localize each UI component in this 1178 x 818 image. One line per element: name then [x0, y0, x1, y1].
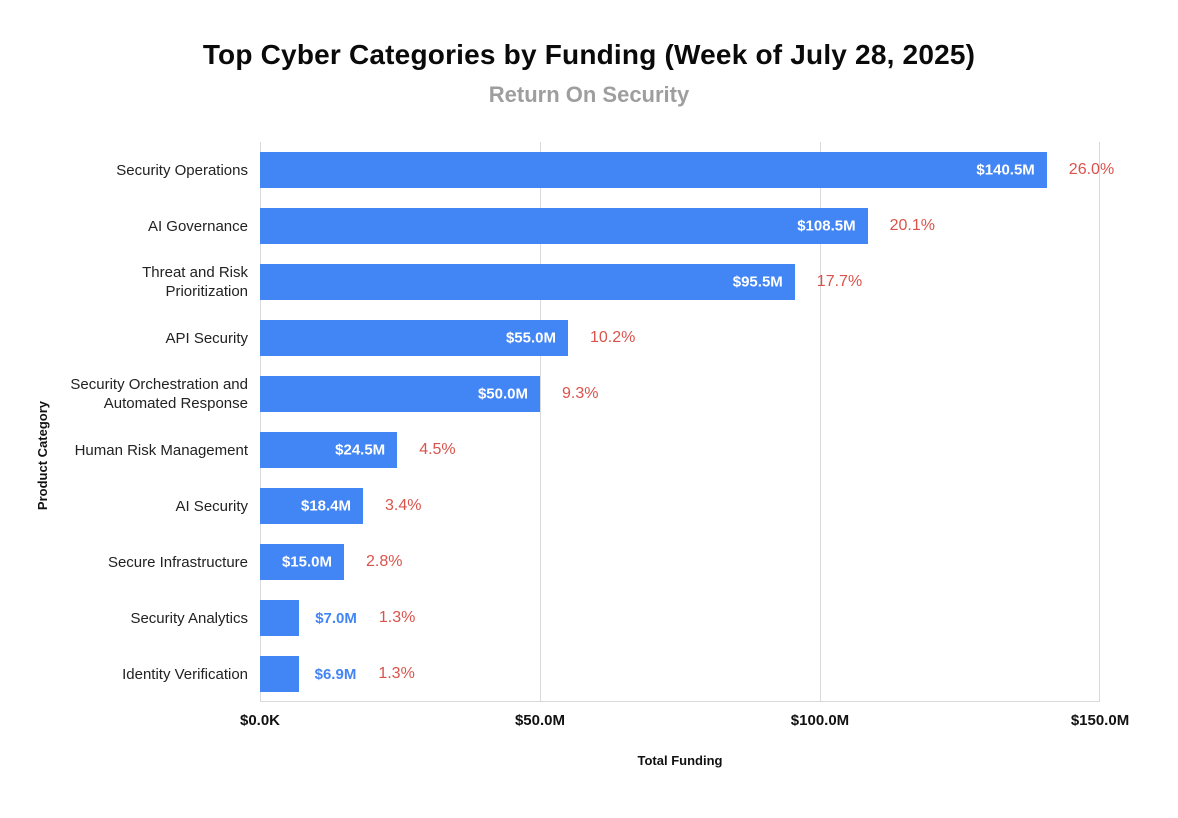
plot-area: Security Operations $140.5M 26.0% AI Govern… — [60, 142, 1114, 702]
value-label: $18.4M — [300, 497, 352, 515]
chart-row: AI Governance $108.5M 20.1% — [60, 198, 1100, 254]
bar: $55.0M — [260, 320, 568, 356]
percent-label: 9.3% — [561, 385, 599, 402]
chart-row: Security Orchestration and Automated Res… — [60, 366, 1100, 422]
gridline — [539, 142, 541, 701]
chart-body: Product Category Security Operations $140… — [0, 142, 1178, 770]
bar-track: $24.5M 4.5% — [260, 422, 1100, 478]
gridline — [819, 142, 821, 701]
bar: $140.5M — [260, 152, 1047, 188]
bar-track: $7.0M 1.3% — [260, 590, 1100, 646]
category-label: Security Operations — [116, 161, 248, 179]
bar-track: $6.9M 1.3% — [260, 646, 1100, 702]
chart-row: Threat and Risk Prioritization $95.5M 17.7… — [60, 254, 1100, 310]
bar: $15.0M — [260, 544, 344, 580]
category-label: Security Analytics — [130, 609, 248, 627]
gridline — [260, 142, 261, 701]
plot-column: Security Operations $140.5M 26.0% AI Govern… — [60, 142, 1129, 770]
value-label: $50.0M — [477, 385, 528, 403]
bar — [260, 656, 299, 692]
chart-row: API Security $55.0M 10.2% — [60, 310, 1100, 366]
chart-title: Top Cyber Categories by Funding (Week of… — [202, 39, 976, 70]
chart-row: Identity Verification $6.9M 1.3% — [60, 646, 1100, 702]
percent-label: 3.4% — [385, 497, 422, 514]
percent-label: 26.0% — [1068, 161, 1115, 178]
value-label: $55.0M — [505, 329, 556, 347]
y-axis-title-column: Product Category — [24, 142, 60, 770]
x-tick-label: $0.0K — [239, 712, 281, 729]
x-axis-ticks: $0.0K $50.0M $100.0M $150.0M — [240, 702, 1129, 736]
bar: $24.5M — [260, 432, 398, 468]
x-tick-label: $50.0M — [514, 712, 566, 729]
category-label: AI Security — [175, 497, 248, 515]
bar-track: $95.5M 17.7% — [260, 254, 1100, 310]
chart-row: Secure Infrastructure $15.0M 2.8% — [60, 534, 1100, 590]
bar-track: $15.0M 2.8% — [260, 534, 1100, 590]
percent-label: 2.8% — [366, 553, 403, 570]
bar-rows: Security Operations $140.5M 26.0% AI Govern… — [60, 142, 1114, 702]
percent-label: 1.3% — [378, 609, 416, 626]
percent-label: 1.3% — [378, 665, 415, 682]
value-label: $24.5M — [335, 441, 386, 459]
gridline-layer — [260, 142, 1100, 702]
percent-label: 20.1% — [889, 217, 935, 234]
value-label: $95.5M — [732, 273, 783, 291]
category-label: Threat and Risk Prioritization — [142, 264, 248, 300]
bar: $18.4M — [260, 488, 364, 524]
category-label: API Security — [165, 329, 248, 347]
chart-row: Security Analytics $7.0M 1.3% — [60, 590, 1100, 646]
chart-row: Human Risk Management $24.5M 4.5% — [60, 422, 1100, 478]
bar: $108.5M — [260, 208, 868, 244]
percent-label: 10.2% — [590, 329, 636, 346]
bar-track: $55.0M 10.2% — [260, 310, 1100, 366]
bar-track: $108.5M 20.1% — [260, 198, 1100, 254]
chart-row: AI Security $18.4M 3.4% — [60, 478, 1100, 534]
value-label: $7.0M — [315, 609, 357, 627]
percent-label: 4.5% — [419, 441, 456, 458]
x-axis-title: Total Funding — [637, 753, 723, 768]
category-label: Identity Verification — [122, 665, 248, 683]
y-axis-title: Product Category — [34, 401, 50, 511]
value-label: $140.5M — [976, 161, 1035, 179]
value-label: $108.5M — [797, 217, 856, 235]
bar-track: $50.0M 9.3% — [260, 366, 1100, 422]
bar: $50.0M — [260, 376, 540, 412]
value-label: $15.0M — [281, 553, 332, 571]
bar — [260, 600, 300, 636]
x-tick-label: $150.0M — [1070, 712, 1130, 729]
category-label: Secure Infrastructure — [107, 553, 248, 571]
gridline — [1099, 142, 1100, 701]
x-axis-title-row: Total Funding — [260, 752, 1100, 770]
category-label: Security Orchestration and Automated Res… — [70, 376, 248, 412]
bar-track: $140.5M 26.0% — [260, 142, 1114, 198]
chart-subtitle: Return On Security — [488, 82, 690, 107]
percent-label: 17.7% — [816, 273, 863, 290]
x-tick-label: $100.0M — [790, 712, 850, 729]
category-label: AI Governance — [147, 217, 248, 235]
bar-track: $18.4M 3.4% — [260, 478, 1100, 534]
category-label: Human Risk Management — [74, 441, 248, 459]
chart-row: Security Operations $140.5M 26.0% — [60, 142, 1114, 198]
value-label: $6.9M — [314, 665, 357, 683]
bar: $95.5M — [260, 264, 795, 300]
